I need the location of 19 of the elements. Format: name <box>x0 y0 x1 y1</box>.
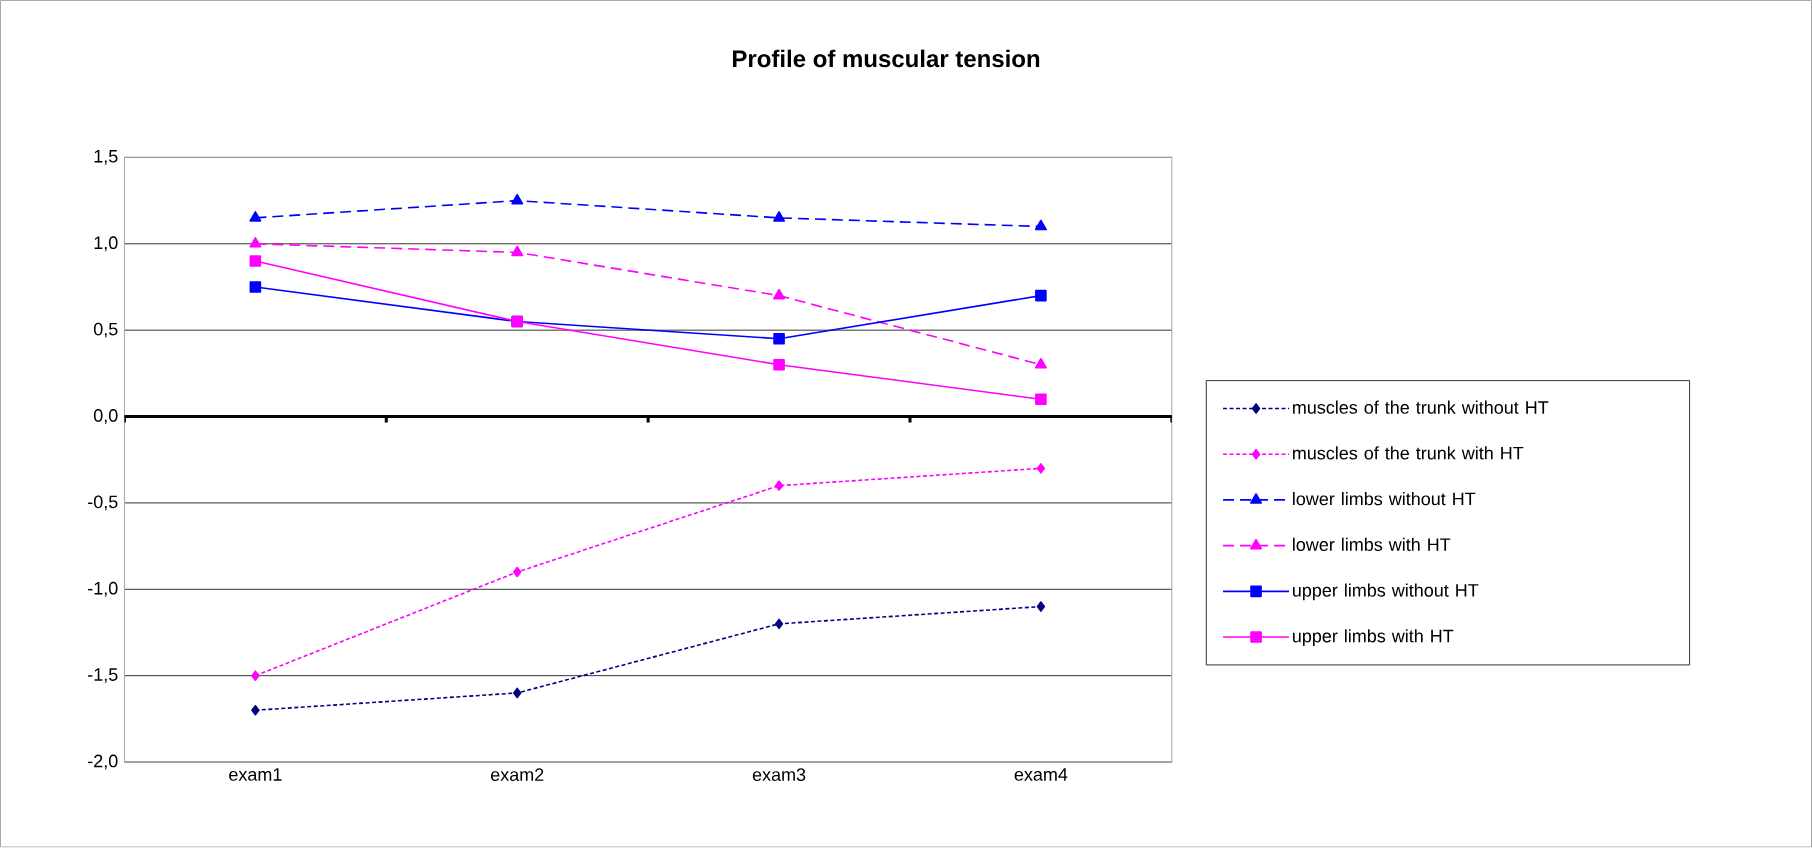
x-tick-label: exam1 <box>229 768 282 782</box>
legend-label: lower limbs with HT <box>1293 537 1451 552</box>
legend-label: muscles of the trunk without HT <box>1293 400 1549 415</box>
legend-label: upper limbs with HT <box>1293 629 1454 647</box>
legend-label: muscles of the trunk with HT <box>1293 446 1524 460</box>
y-tick-label: 0,5 <box>93 322 118 338</box>
y-tick-label: -2,0 <box>88 754 118 770</box>
legend-label: lower limbs without HT <box>1293 492 1476 506</box>
y-tick-label: 1,0 <box>94 236 118 252</box>
x-tick-label: exam4 <box>1014 768 1068 782</box>
chart-title: Profile of muscular tension <box>733 49 1040 68</box>
x-tick-label: exam3 <box>752 768 806 782</box>
y-tick-label: -1,0 <box>88 582 118 597</box>
y-tick-label: -1,5 <box>88 668 118 684</box>
y-tick-label: -0,5 <box>88 495 118 511</box>
y-tick-label: 1,5 <box>94 150 118 165</box>
legend-label: upper limbs without HT <box>1293 583 1479 601</box>
y-tick-label: 0,0 <box>93 409 118 425</box>
x-tick-label: exam2 <box>490 768 544 782</box>
